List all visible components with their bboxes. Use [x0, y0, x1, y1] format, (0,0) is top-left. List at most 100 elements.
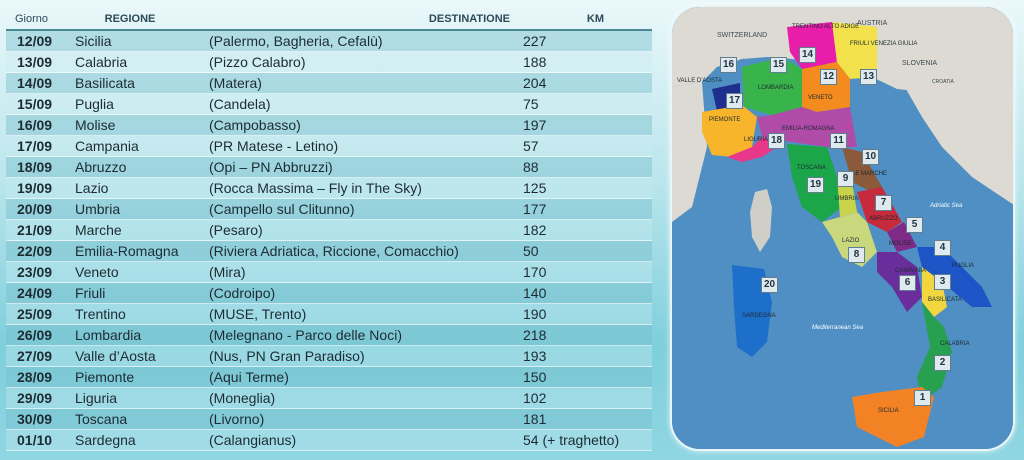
- region-friuli: [832, 22, 877, 79]
- cell-day: 18/09: [17, 159, 53, 175]
- stop-tag-15: 15: [770, 57, 787, 73]
- cell-region: Calabria: [75, 54, 128, 70]
- stop-tag-6: 6: [899, 275, 916, 291]
- stop-tag-5: 5: [906, 217, 923, 233]
- label-abruzzo: ABRUZZO: [869, 216, 898, 222]
- label-liguria: LIGURIA: [744, 137, 768, 143]
- region-puglia: [917, 247, 992, 307]
- table-row: 13/09 Calabria (Pizzo Calabro) 188: [6, 52, 652, 73]
- stop-tag-19: 19: [807, 177, 824, 193]
- region-umbria: [837, 177, 857, 217]
- cell-region: Lombardia: [75, 327, 142, 343]
- cell-destination: (Campobasso): [209, 117, 301, 133]
- cell-destination: (Nus, PN Gran Paradiso): [209, 348, 365, 364]
- label-piemonte: PIEMONTE: [709, 117, 740, 123]
- label-veneto: VENETO: [808, 95, 833, 101]
- cell-km: 54 (+ traghetto): [523, 432, 620, 448]
- cell-destination: (Mira): [209, 264, 246, 280]
- cell-region: Sicilia: [75, 33, 112, 49]
- label-umbria: UMBRIA: [835, 196, 858, 202]
- cell-km: 190: [523, 306, 547, 322]
- cell-km: 218: [523, 327, 547, 343]
- table-row: 25/09 Trentino (MUSE, Trento) 190: [6, 304, 652, 325]
- cell-destination: (MUSE, Trento): [209, 306, 307, 322]
- france-land: [672, 82, 707, 222]
- stop-tag-3: 3: [934, 274, 951, 290]
- table-row: 01/10 Sardegna (Calangianus) 54 (+ traghett…: [6, 430, 652, 451]
- table-row: 20/09 Umbria (Campello sul Clitunno) 177: [6, 199, 652, 220]
- cell-day: 01/10: [17, 432, 53, 448]
- cell-km: 125: [523, 180, 547, 196]
- cell-destination: (Moneglia): [209, 390, 276, 406]
- table-row: 23/09 Veneto (Mira) 170: [6, 262, 652, 283]
- cell-region: Toscana: [75, 411, 128, 427]
- table-row: 16/09 Molise (Campobasso) 197: [6, 115, 652, 136]
- cell-region: Liguria: [75, 390, 118, 406]
- cell-destination: (Aqui Terme): [209, 369, 289, 385]
- cell-km: 150: [523, 369, 547, 385]
- label-switzerland: SWITZERLAND: [717, 32, 767, 39]
- stop-tag-16: 16: [720, 57, 737, 73]
- table-row: 12/09 Sicilia (Palermo, Bagheria, Cefalù) 2…: [6, 31, 652, 52]
- cell-day: 29/09: [17, 390, 53, 406]
- cell-region: Umbria: [75, 201, 121, 217]
- cell-km: 197: [523, 117, 547, 133]
- stop-tag-20: 20: [761, 277, 778, 293]
- label-lazio: LAZIO: [842, 238, 860, 244]
- cell-km: 181: [523, 411, 547, 427]
- cell-destination: (Pizzo Calabro): [209, 54, 306, 70]
- label-lombardia: LOMBARDIA: [758, 85, 793, 91]
- label-mediterranean: Mediterranean Sea: [812, 325, 864, 331]
- table-row: 28/09 Piemonte (Aqui Terme) 150: [6, 367, 652, 388]
- cell-km: 188: [523, 54, 547, 70]
- cell-region: Lazio: [75, 180, 109, 196]
- stop-tag-11: 11: [830, 133, 847, 149]
- label-trentino: TRENTINO ALTO ADIGE: [792, 24, 859, 30]
- cell-region: Valle d’Aosta: [75, 348, 156, 364]
- stop-tag-2: 2: [934, 355, 951, 371]
- header-region: REGIONE: [104, 13, 156, 25]
- cell-day: 19/09: [17, 180, 53, 196]
- cell-day: 12/09: [17, 33, 53, 49]
- region-basilicata: [922, 267, 947, 317]
- cell-destination: (Palermo, Bagheria, Cefalù): [209, 33, 383, 49]
- table-row: 29/09 Liguria (Moneglia) 102: [6, 388, 652, 409]
- cell-day: 16/09: [17, 117, 53, 133]
- region-sicilia: [852, 387, 934, 447]
- cell-region: Puglia: [75, 96, 114, 112]
- stop-tag-4: 4: [934, 240, 951, 256]
- cell-km: 193: [523, 348, 547, 364]
- cell-destination: (Opi – PN Abbruzzi): [209, 159, 333, 175]
- label-marche: LE MARCHE: [852, 171, 887, 177]
- stop-tag-18: 18: [768, 133, 785, 149]
- stop-tag-1: 1: [914, 390, 931, 406]
- cell-day: 25/09: [17, 306, 53, 322]
- cell-destination: (Riviera Adriatica, Riccione, Comacchio): [209, 243, 459, 259]
- label-friuli: FRIULI VENEZIA GIULIA: [850, 41, 917, 47]
- cell-day: 27/09: [17, 348, 53, 364]
- cell-day: 30/09: [17, 411, 53, 427]
- cell-day: 26/09: [17, 327, 53, 343]
- header-day: Giorno: [15, 13, 49, 25]
- itinerary-table: Giorno REGIONE DESTINATIONE KM 12/09 Sici…: [6, 9, 652, 451]
- cell-destination: (Calangianus): [209, 432, 297, 448]
- label-adriatic: Adriatic Sea: [929, 203, 963, 209]
- label-valle: VALLE D'AOSTA: [677, 78, 722, 84]
- cell-day: 23/09: [17, 264, 53, 280]
- label-austria: AUSTRIA: [857, 20, 888, 27]
- cell-region: Friuli: [75, 285, 106, 301]
- stop-tag-9: 9: [837, 171, 854, 187]
- cell-region: Veneto: [75, 264, 119, 280]
- table-row: 22/09 Emilia-Romagna (Riviera Adriatica, R…: [6, 241, 652, 262]
- italy-map: SWITZERLAND AUSTRIA SLOVENIA CROATIA Adr…: [670, 5, 1015, 451]
- cell-destination: (Livorno): [209, 411, 265, 427]
- cell-destination: (Rocca Massima – Fly in The Sky): [209, 180, 422, 196]
- cell-region: Campania: [75, 138, 139, 154]
- stop-tag-10: 10: [862, 149, 879, 165]
- cell-day: 15/09: [17, 96, 53, 112]
- cell-km: 102: [523, 390, 547, 406]
- stop-tag-14: 14: [799, 47, 816, 63]
- table-row: 24/09 Friuli (Codroipo) 140: [6, 283, 652, 304]
- table-row: 21/09 Marche (Pesaro) 182: [6, 220, 652, 241]
- cell-day: 17/09: [17, 138, 53, 154]
